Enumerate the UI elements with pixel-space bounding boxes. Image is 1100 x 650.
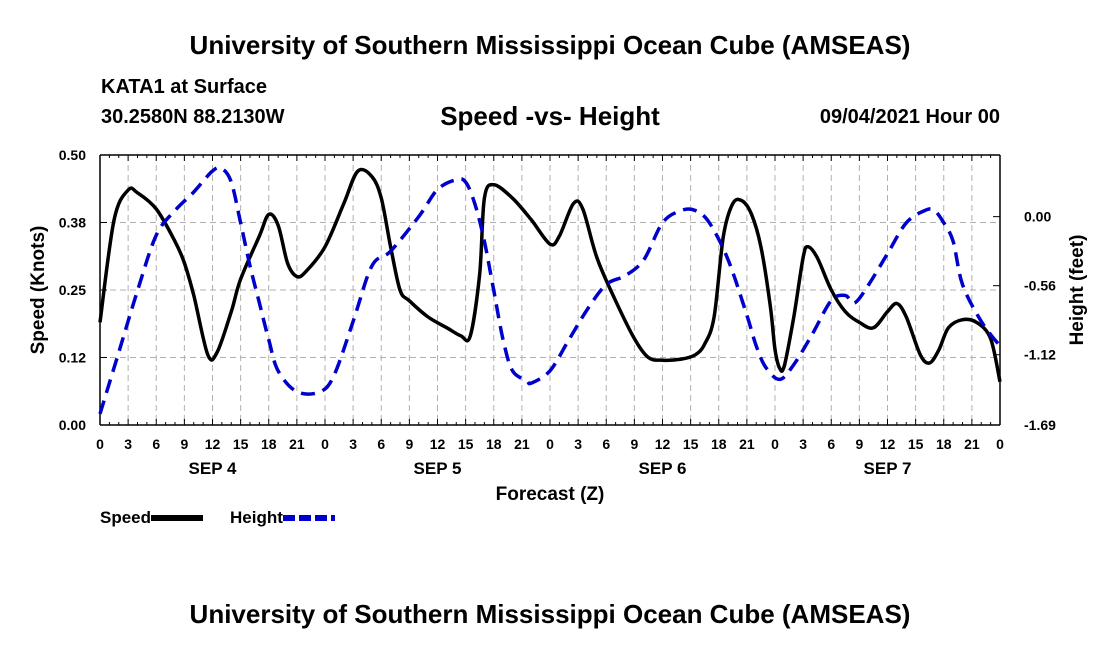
x-tick-label: 15 [683, 436, 699, 452]
x-tick-label: 18 [261, 436, 277, 452]
page-title: University of Southern Mississippi Ocean… [189, 30, 911, 60]
y2-tick-label: 0.00 [1024, 209, 1051, 225]
legend-height: Height [230, 508, 335, 528]
x-day-label: SEP 6 [639, 459, 687, 478]
y2-tick-label: -0.56 [1024, 278, 1056, 294]
x-tick-label: 21 [964, 436, 980, 452]
x-tick-label: 12 [880, 436, 896, 452]
footer-title: University of Southern Mississippi Ocean… [189, 599, 911, 629]
x-tick-label: 6 [377, 436, 385, 452]
x-tick-label: 21 [289, 436, 305, 452]
x-day-label: SEP 7 [864, 459, 912, 478]
x-tick-label: 15 [458, 436, 474, 452]
y2-tick-label: -1.69 [1024, 417, 1056, 433]
y2-tick-label: -1.12 [1024, 347, 1056, 363]
x-axis-label: Forecast (Z) [496, 484, 605, 505]
y-tick-label: 0.50 [59, 147, 86, 163]
coordinates-label: 30.2580N 88.2130W [101, 106, 285, 128]
series-height-line [98, 165, 1002, 415]
station-label: KATA1 at Surface [101, 76, 267, 98]
x-tick-label: 18 [936, 436, 952, 452]
legend-speed-swatch [151, 515, 204, 521]
x-tick-label: 3 [574, 436, 582, 452]
x-tick-label: 15 [908, 436, 924, 452]
chart-title: Speed -vs- Height [440, 101, 660, 131]
y2-axis-label: Height (feet) [1067, 235, 1088, 346]
x-day-label: SEP 5 [414, 459, 462, 478]
y-tick-label: 0.38 [59, 215, 86, 231]
x-tick-label: 9 [405, 436, 413, 452]
x-tick-label: 3 [349, 436, 357, 452]
legend-speed-label: Speed [100, 508, 152, 527]
x-tick-label: 0 [546, 436, 554, 452]
x-tick-label: 0 [996, 436, 1004, 452]
x-tick-label: 12 [205, 436, 221, 452]
y-axis-label: Speed (Knots) [28, 226, 49, 355]
y-tick-label: 0.00 [59, 417, 86, 433]
x-tick-label: 3 [799, 436, 807, 452]
legend-height-swatch [282, 515, 335, 521]
x-tick-label: 0 [771, 436, 779, 452]
x-tick-label: 15 [233, 436, 249, 452]
forecast-datetime: 09/04/2021 Hour 00 [819, 106, 1000, 128]
x-day-label: SEP 4 [189, 459, 237, 478]
x-tick-label: 18 [486, 436, 502, 452]
x-tick-label: 12 [655, 436, 671, 452]
legend-speed: Speed [100, 508, 204, 528]
legend-height-label: Height [230, 508, 283, 527]
x-tick-label: 18 [711, 436, 727, 452]
x-tick-label: 6 [602, 436, 610, 452]
x-tick-label: 3 [124, 436, 132, 452]
x-tick-label: 0 [96, 436, 104, 452]
y-tick-label: 0.12 [59, 350, 86, 366]
x-tick-label: 9 [180, 436, 188, 452]
y-tick-label: 0.25 [59, 282, 86, 298]
x-tick-label: 9 [855, 436, 863, 452]
x-tick-label: 0 [321, 436, 329, 452]
x-tick-label: 9 [630, 436, 638, 452]
x-tick-label: 12 [430, 436, 446, 452]
series-speed-line [98, 167, 1002, 383]
x-tick-label: 6 [827, 436, 835, 452]
x-tick-label: 6 [152, 436, 160, 452]
x-tick-label: 21 [514, 436, 530, 452]
x-tick-label: 21 [739, 436, 755, 452]
